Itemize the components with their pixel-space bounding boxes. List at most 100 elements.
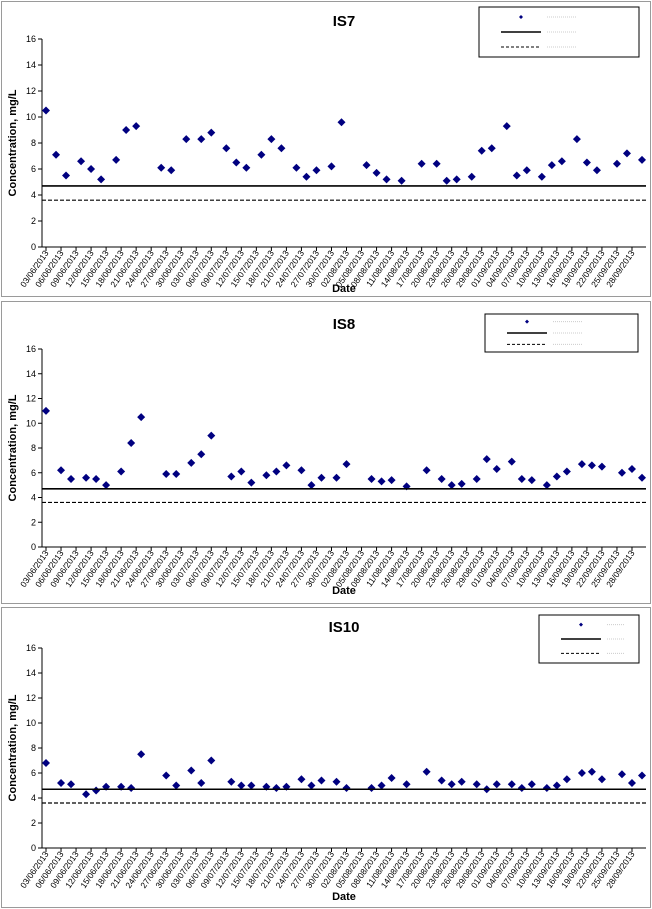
y-tick-label: 0 — [31, 542, 36, 552]
data-point-marker — [197, 450, 206, 459]
y-tick-label: 8 — [31, 138, 36, 148]
data-point-marker — [257, 150, 266, 159]
y-tick-label: 6 — [31, 164, 36, 174]
data-point-marker — [317, 473, 326, 482]
data-point-marker — [82, 473, 91, 482]
data-point-marker — [627, 465, 636, 474]
data-point-marker — [42, 759, 50, 767]
data-point-marker — [547, 161, 556, 170]
data-point-marker — [638, 473, 646, 482]
data-point-marker — [162, 771, 171, 780]
y-tick-label: 0 — [31, 843, 36, 853]
y-tick-label: 14 — [26, 668, 36, 678]
chart-title-is7: IS7 — [333, 13, 356, 30]
y-tick-label: 12 — [26, 86, 36, 96]
data-point-marker — [312, 166, 321, 175]
data-point-marker — [242, 163, 251, 172]
data-point-marker — [182, 135, 191, 144]
data-point-marker — [297, 466, 306, 475]
data-point-marker — [617, 770, 626, 779]
data-point-marker — [297, 775, 306, 784]
y-tick-label: 16 — [26, 643, 36, 653]
y-tick-label: 12 — [26, 394, 36, 404]
data-point-marker — [587, 461, 596, 470]
data-point-marker — [457, 777, 466, 786]
data-point-marker — [527, 476, 536, 485]
data-point-marker — [382, 175, 391, 184]
data-point-marker — [362, 161, 371, 170]
data-point-marker — [67, 474, 76, 483]
data-point-marker — [397, 176, 406, 185]
data-point-marker — [422, 767, 431, 776]
data-point-marker — [227, 777, 236, 786]
data-point-marker — [507, 457, 516, 466]
data-point-marker — [472, 474, 481, 483]
data-point-marker — [307, 781, 316, 790]
data-point-marker — [562, 775, 571, 784]
chart-panel-is8: IS8 0 2 4 6 8 10 12 14 16 03/06/2013 06/06/2013 09/0… — [1, 301, 651, 604]
data-point-marker — [432, 159, 441, 168]
data-point-marker — [292, 163, 301, 172]
data-point-marker — [207, 128, 216, 137]
y-tick-label: 2 — [31, 818, 36, 828]
data-point-marker — [272, 784, 281, 792]
y-tick-label: 8 — [31, 443, 36, 453]
data-point-marker — [132, 122, 141, 131]
data-point-marker — [552, 472, 561, 481]
data-point-marker — [137, 413, 146, 422]
y-tick-label: 10 — [26, 112, 36, 122]
data-point-marker — [617, 468, 626, 477]
data-point-marker — [512, 171, 521, 180]
legend-marker-diamond — [579, 622, 583, 627]
data-point-marker — [157, 163, 166, 172]
data-point-marker — [477, 146, 486, 155]
data-point-marker — [247, 478, 256, 487]
data-point-marker — [262, 471, 271, 480]
data-point-marker — [222, 144, 231, 153]
data-point-marker — [367, 784, 376, 792]
data-point-marker — [612, 159, 621, 168]
data-point-marker — [172, 469, 181, 478]
data-point-marker — [97, 175, 106, 184]
data-point-marker — [332, 473, 341, 482]
data-point-marker — [447, 780, 456, 789]
y-tick-label: 6 — [31, 468, 36, 478]
data-point-marker — [172, 781, 181, 790]
y-tick-label: 16 — [26, 344, 36, 354]
chart-svg-is8: IS8024681012141603/06/201306/06/201309/0… — [7, 313, 646, 597]
data-point-marker — [197, 779, 206, 787]
data-point-marker — [332, 777, 341, 786]
data-point-marker — [327, 162, 336, 171]
data-point-marker — [122, 126, 131, 134]
data-point-marker — [102, 481, 111, 490]
y-tick-label: 14 — [26, 60, 36, 70]
data-point-marker — [52, 150, 61, 159]
y-tick-label: 12 — [26, 693, 36, 703]
data-point-marker — [552, 781, 561, 790]
x-axis-title: Date — [332, 585, 356, 597]
data-point-marker — [207, 756, 216, 765]
data-point-marker — [542, 784, 551, 792]
data-point-marker — [207, 431, 216, 440]
data-point-marker — [437, 776, 446, 785]
data-point-marker — [112, 155, 121, 164]
data-point-marker — [457, 479, 466, 488]
data-point-marker — [502, 122, 511, 131]
data-point-marker — [442, 176, 451, 185]
x-axis-title: Date — [332, 891, 356, 903]
data-point-marker — [592, 166, 601, 175]
data-point-marker — [562, 467, 571, 476]
y-tick-label: 10 — [26, 718, 36, 728]
legend-marker-diamond — [519, 15, 523, 19]
data-point-marker — [272, 467, 281, 476]
y-tick-label: 4 — [31, 190, 36, 200]
chart-panel-is7: IS7 0 2 4 6 8 10 12 14 16 03/06/2013 06/06/2013 09/0… — [1, 1, 651, 297]
data-point-marker — [302, 172, 311, 181]
data-point-marker — [342, 460, 351, 469]
data-point-marker — [482, 455, 491, 464]
data-point-marker — [507, 780, 516, 789]
data-point-marker — [42, 406, 50, 415]
y-tick-label: 0 — [31, 242, 36, 252]
data-point-marker — [557, 157, 566, 166]
data-point-marker — [387, 774, 396, 782]
